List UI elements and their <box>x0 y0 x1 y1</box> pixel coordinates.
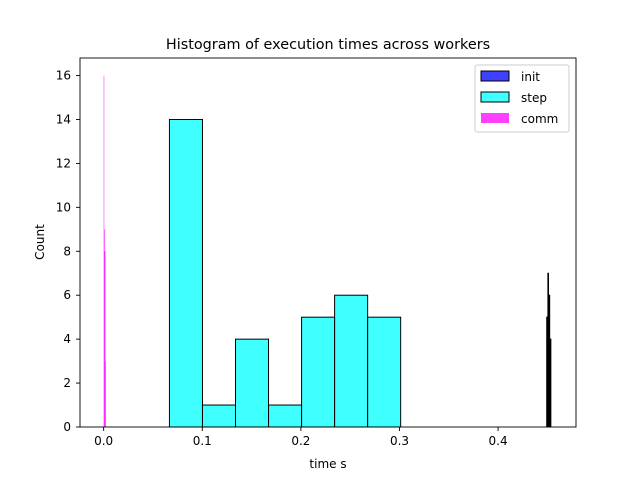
bar-step-2 <box>235 338 270 428</box>
x-tick-label: 0.3 <box>390 434 409 448</box>
y-tick-label: 16 <box>56 69 71 83</box>
x-tick-label: 0.1 <box>193 434 212 448</box>
bar-step-6 <box>367 316 402 428</box>
bars-layer <box>103 75 552 428</box>
y-tick-label: 8 <box>63 244 71 258</box>
bar-step-4 <box>301 316 336 428</box>
legend: init step comm <box>474 64 570 133</box>
bar-comm-3 <box>104 251 106 427</box>
chart-title: Histogram of execution times across work… <box>166 37 490 53</box>
bar-comm-0 <box>103 75 105 428</box>
y-axis: 0 2 4 6 8 10 12 14 16 <box>56 69 80 434</box>
legend-label-comm: comm <box>521 112 558 126</box>
x-axis: 0.0 0.1 0.2 0.3 0.4 <box>94 427 508 448</box>
y-tick-label: 10 <box>56 200 71 214</box>
bar-comm-1 <box>104 251 105 427</box>
y-tick-label: 6 <box>63 288 71 302</box>
x-tick-label: 0.2 <box>291 434 310 448</box>
x-axis-label: time s <box>309 457 346 471</box>
y-tick-label: 0 <box>63 420 71 434</box>
legend-swatch-comm <box>481 113 509 123</box>
legend-label-init: init <box>521 70 540 84</box>
bar-init-6 <box>549 338 552 428</box>
y-tick-label: 4 <box>63 332 71 346</box>
y-tick-label: 14 <box>56 113 71 127</box>
y-tick-label: 12 <box>56 156 71 170</box>
x-tick-label: 0.0 <box>94 434 113 448</box>
y-axis-label: Count <box>33 224 47 260</box>
y-tick-label: 2 <box>63 376 71 390</box>
plot-frame <box>79 57 577 428</box>
bar-comm-2 <box>104 229 106 427</box>
bar-step-5 <box>334 294 369 428</box>
bar-step-0 <box>168 119 203 428</box>
legend-label-step: step <box>521 91 547 105</box>
x-tick-label: 0.4 <box>489 434 508 448</box>
bar-step-1 <box>201 404 237 428</box>
legend-swatch-step <box>480 91 510 103</box>
bar-comm-4 <box>105 361 106 427</box>
legend-swatch-init <box>480 70 510 82</box>
bar-step-3 <box>268 404 303 428</box>
